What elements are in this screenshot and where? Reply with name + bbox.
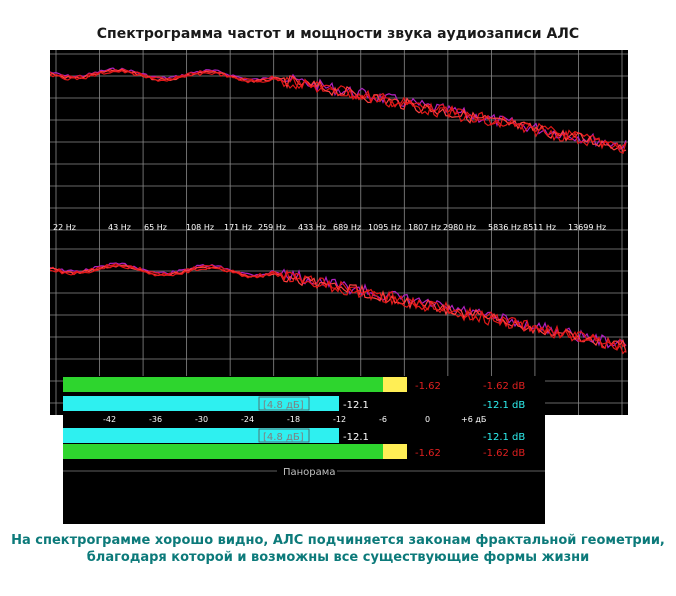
meter-db-value: -1.62 dB <box>483 381 525 392</box>
meter-bar <box>63 377 383 392</box>
frequency-label: 108 Hz <box>186 223 214 232</box>
meter-box-label: [4.8 дБ] <box>263 432 304 443</box>
meter-scale-label: -42 <box>103 415 116 424</box>
meter-box-label: [4.8 дБ] <box>263 400 304 411</box>
meter-db-box: -1.62 <box>415 448 441 459</box>
meter-db-box: -1.62 <box>415 381 441 392</box>
meter-bar <box>63 428 339 443</box>
grid <box>50 50 628 245</box>
frequency-label: 1095 Hz <box>368 223 401 232</box>
meter-scale-label: -6 <box>379 415 387 424</box>
frequency-label: 22 Hz <box>53 223 76 232</box>
meter-bar <box>63 444 383 459</box>
meter-scale-label: 0 <box>425 415 430 424</box>
meter-scale-label: -30 <box>195 415 208 424</box>
caption-line-2: благодаря которой и возможны все существ… <box>86 550 590 565</box>
spectrum-trace <box>50 264 627 355</box>
level-meter: -1.62 -1.62 dB [4.8 дБ] -12.1 -12.1 dB [4.8 д… <box>63 377 545 478</box>
meter-db-value: -1.62 dB <box>483 448 525 459</box>
frequency-label: 43 Hz <box>108 223 131 232</box>
frequency-label: 259 Hz <box>258 223 286 232</box>
spectrum-trace <box>50 67 627 150</box>
meter-scale-label: -24 <box>241 415 254 424</box>
spectrum-trace <box>50 68 627 150</box>
frequency-label: 13699 Hz <box>568 223 606 232</box>
page-title: Спектрограмма частот и мощности звука ау… <box>96 26 580 42</box>
level-meter-panel: -1.62 -1.62 dB [4.8 дБ] -12.1 -12.1 dB [4.8 д… <box>63 376 545 524</box>
frequency-label: 5836 Hz <box>488 223 521 232</box>
spectrogram-top-plot: 22 Hz 43 Hz 65 Hz 108 Hz 171 Hz 259 Hz 433 Hz 6… <box>50 50 628 245</box>
spectrum-trace <box>50 262 627 349</box>
meter-scale-label: -18 <box>287 415 300 424</box>
meter-bar-peak <box>383 377 407 392</box>
panorama-label: Панорама <box>283 467 335 478</box>
meter-value: -12.1 <box>343 432 369 443</box>
meter-bar <box>63 396 339 411</box>
frequency-label: 2980 Hz <box>443 223 476 232</box>
caption: На спектрограмме хорошо видно, АЛС подчи… <box>0 532 676 566</box>
meter-bar-peak <box>383 444 407 459</box>
frequency-label: 8511 Hz <box>523 223 556 232</box>
spectrogram-top: 22 Hz 43 Hz 65 Hz 108 Hz 171 Hz 259 Hz 433 Hz 6… <box>50 50 628 245</box>
meter-scale-label: +6 дБ <box>461 415 486 424</box>
meter-db-value: -12.1 dB <box>483 400 525 411</box>
frequency-label: 1807 Hz <box>408 223 441 232</box>
frequency-label: 65 Hz <box>144 223 167 232</box>
spectrum-trace <box>50 68 627 153</box>
spectrum-trace <box>50 69 627 155</box>
spectrum-trace <box>50 264 627 353</box>
meter-value: -12.1 <box>343 400 369 411</box>
meter-scale-label: -12 <box>333 415 346 424</box>
meter-scale-label: -36 <box>149 415 162 424</box>
frequency-label: 171 Hz <box>224 223 252 232</box>
panorama-label-bg <box>277 464 337 478</box>
frequency-label: 689 Hz <box>333 223 361 232</box>
meter-box <box>258 396 310 411</box>
frequency-label: 433 Hz <box>298 223 326 232</box>
meter-db-value: -12.1 dB <box>483 432 525 443</box>
meter-box <box>258 428 310 443</box>
caption-line-1: На спектрограмме хорошо видно, АЛС подчи… <box>11 533 665 548</box>
